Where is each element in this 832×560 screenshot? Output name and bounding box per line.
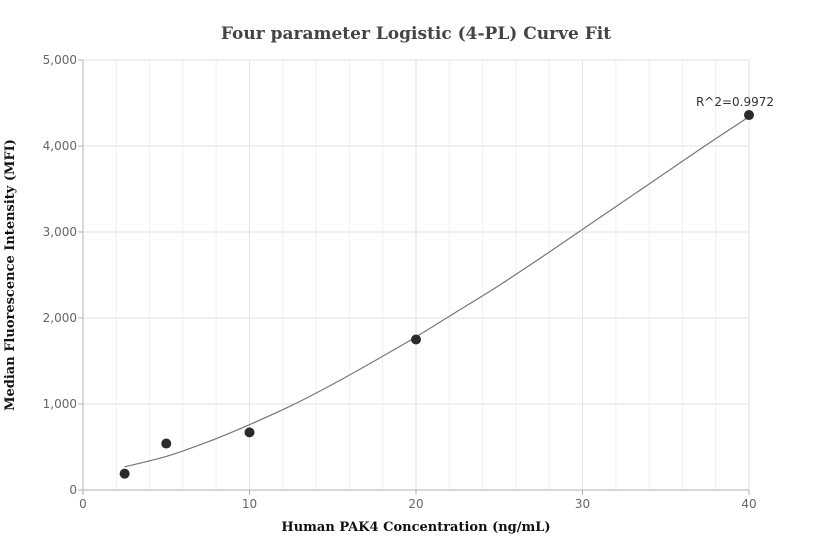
data-point [119,468,130,479]
data-points [119,110,754,479]
axes [78,59,750,495]
tick-labels: 0 10 20 30 40 0 1,000 2,000 3,000 4,000 5,000 [43,53,757,511]
y-tick-label: 2,000 [43,311,77,325]
x-tick-label: 30 [575,497,590,511]
y-tick-label: 4,000 [43,139,77,153]
x-tick-label: 0 [79,497,87,511]
r-squared-annotation: R^2=0.9972 [696,95,774,109]
data-point [161,438,172,449]
chart-title: Four parameter Logistic (4-PL) Curve Fit [221,24,611,44]
y-tick-label: 0 [69,483,77,497]
y-tick-label: 1,000 [43,397,77,411]
x-tick-label: 20 [408,497,423,511]
fit-curve-layer [124,116,750,468]
fit-curve [124,116,750,468]
x-tick-label: 40 [741,497,756,511]
data-point [411,334,421,345]
x-tick-label: 10 [242,497,257,511]
data-point [244,427,255,438]
y-axis-label: Median Fluorescence Intensity (MFI) [3,139,18,411]
data-point [744,110,754,121]
x-axis-label: Human PAK4 Concentration (ng/mL) [281,520,550,535]
grid [83,59,750,490]
y-tick-label: 5,000 [43,53,77,67]
y-tick-label: 3,000 [43,225,77,239]
